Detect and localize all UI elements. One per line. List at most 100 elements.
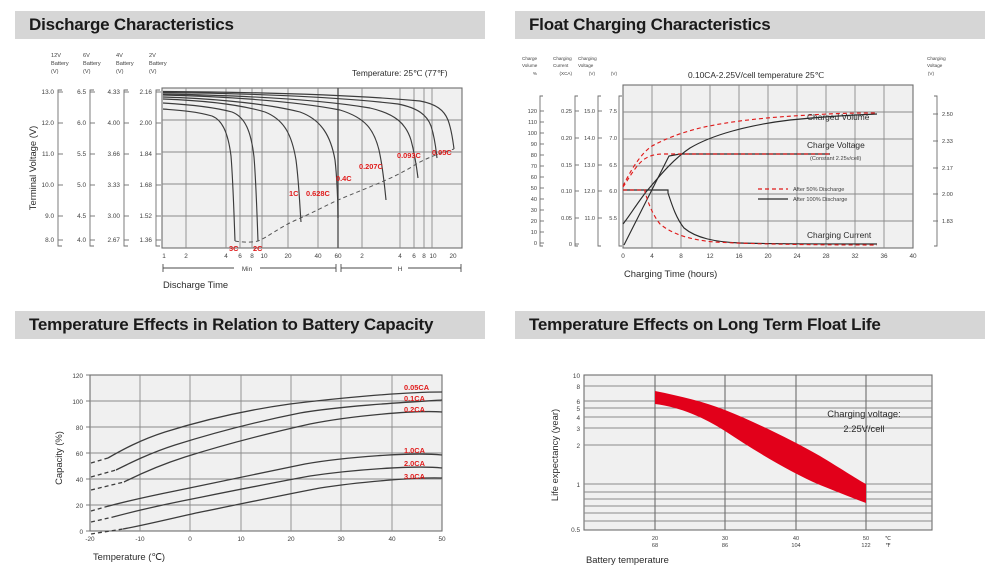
tick-6v-3: 5.0 (77, 182, 86, 189)
x-tick-labels: 0 4 8 12 16 20 24 28 32 36 40 (621, 253, 917, 260)
svg-text:30: 30 (722, 536, 728, 542)
svg-text:40: 40 (793, 536, 799, 542)
svg-text:32: 32 (851, 253, 859, 260)
chart-annotation: Temperature: 25℃ (77℉) (352, 68, 448, 78)
axis-head-cv-unit: % (533, 71, 537, 76)
capacity-curves (104, 391, 443, 530)
tick-cc-015: 0.15 (561, 163, 572, 169)
series-label-0628c: 0.628C (306, 189, 330, 198)
axis-head-4v-unit: (V) (116, 69, 124, 75)
svg-text:2: 2 (184, 253, 188, 260)
svg-text:8: 8 (576, 384, 580, 391)
axis-head-4v-line2: Battery (116, 61, 134, 67)
y-ticks (86, 374, 90, 532)
svg-text:1: 1 (162, 253, 166, 260)
series-label-005c: 0.05C (432, 148, 452, 157)
panel-discharge-characteristics: Discharge Characteristics (0, 0, 500, 300)
panel-title: Float Charging Characteristics (529, 15, 771, 34)
svg-text:6: 6 (412, 253, 416, 260)
series-label-2c: 2C (253, 244, 263, 253)
series-label-01ca: 0.1CA (404, 394, 426, 403)
x-axis-title: Battery temperature (586, 554, 669, 565)
curve-0207c (162, 93, 419, 179)
tick-cv-0: 0 (534, 241, 537, 247)
series-label-20ca: 2.0CA (404, 459, 426, 468)
svg-text:0: 0 (188, 536, 192, 543)
tick-12v-4: 9.0 (45, 213, 54, 220)
svg-text:68: 68 (652, 543, 658, 549)
curve-0093c (162, 91, 438, 159)
svg-text:40: 40 (388, 536, 396, 543)
svg-text:0: 0 (79, 529, 83, 536)
curve-charging-current-100 (623, 189, 878, 245)
tick-2v-4: 1.52 (140, 213, 153, 220)
svg-text:1: 1 (576, 482, 580, 489)
axis-head-v-unit: (V) (611, 71, 618, 76)
curve-30ca (122, 477, 443, 530)
svg-text:30: 30 (337, 536, 345, 543)
panel-header-float-charging: Float Charging Characteristics (515, 11, 985, 39)
svg-text:℃: ℃ (885, 536, 892, 542)
tick-6v-1: 6.0 (77, 120, 86, 127)
svg-text:4: 4 (576, 415, 580, 422)
y-axis-title: Capacity (%) (53, 431, 64, 485)
svg-text:3: 3 (576, 426, 580, 433)
curve-sublabel-constant: (Constant 2.25v/cell) (810, 156, 861, 162)
x-axis-title: Charging Time (hours) (624, 268, 717, 279)
tick-chv-140: 14.0 (584, 136, 595, 142)
tick-4v-4: 3.00 (108, 213, 121, 220)
legend-label-100-discharge: After 100% Discharge (793, 197, 847, 203)
range-label-hour: H (398, 266, 403, 273)
series-label-10ca: 1.0CA (404, 446, 426, 455)
svg-text:36: 36 (880, 253, 888, 260)
svg-text:2: 2 (360, 253, 364, 260)
tick-12v-5: 8.0 (45, 237, 54, 244)
curve-02ca (123, 410, 443, 483)
vertical-gridlines (651, 85, 885, 248)
curve-charged-volume-100 (622, 113, 878, 225)
annotation-line2: 2.25V/cell (843, 423, 884, 434)
svg-text:10: 10 (429, 253, 437, 260)
tick-cc-010: 0.10 (561, 189, 572, 195)
series-label-0093c: 0.093C (397, 151, 421, 160)
panel-header-float-life: Temperature Effects on Long Term Float L… (515, 311, 985, 339)
svg-text:20: 20 (764, 253, 772, 260)
curve-10ca-dash (90, 506, 106, 512)
tick-cv-40: 40 (531, 197, 537, 203)
svg-text:4: 4 (224, 253, 228, 260)
end-of-discharge-envelope (234, 148, 455, 243)
y-axis-right-charging-voltage: 2.50 2.33 2.17 2.00 1.83 Charging Voltag… (927, 56, 953, 247)
y-axis-12v: 13.0 12.0 11.0 10.0 9.0 8.0 12V Battery … (42, 53, 69, 247)
svg-text:20: 20 (287, 536, 295, 543)
y-tick-labels: 10 8 6 5 4 3 2 1 0.5 (571, 373, 580, 534)
curve-2c (162, 102, 259, 242)
curve-1c (162, 98, 302, 223)
legend-label-50-discharge: After 50% Discharge (793, 187, 844, 193)
curve-charging-current-50 (623, 189, 878, 246)
curve-charge-voltage-100 (623, 153, 830, 246)
horizontal-gridlines (162, 119, 462, 217)
axis-head-cv-line2: Volume (522, 63, 538, 68)
y-axis-2v: 2.16 2.00 1.84 1.68 1.52 1.36 2V Battery… (140, 53, 167, 247)
axis-head-right-line1: Charging (927, 56, 946, 61)
axis-head-4v-line1: 4V (116, 53, 123, 59)
series-label-0207c: 0.207C (359, 162, 383, 171)
axis-head-2v-unit: (V) (149, 69, 157, 75)
tick-6v-0: 6.5 (77, 89, 86, 96)
tick-right-183: 1.83 (942, 219, 953, 225)
axis-head-chv-unit: (V) (589, 71, 596, 76)
tick-2v-1: 2.00 (140, 120, 153, 127)
curve-label-charge-voltage: Charge Voltage (807, 140, 865, 150)
axis-head-right-unit: (V) (928, 71, 935, 76)
annotation-line1: Charging voltage: (827, 408, 901, 419)
svg-text:28: 28 (822, 253, 830, 260)
chart-float-charging: 0.10CA-2.25V/cell temperature 25℃ 120 11… (522, 56, 953, 279)
range-label-min: Min (242, 266, 253, 273)
panel-header-discharge: Discharge Characteristics (15, 11, 485, 39)
tick-cv-50: 50 (531, 186, 537, 192)
y-axis-cell-voltage: 7.5 7.0 6.5 6.0 5.5 (V) (609, 71, 622, 247)
curve-01ca (115, 399, 443, 471)
curve-04c (162, 94, 387, 201)
min-label-bg (234, 263, 260, 273)
